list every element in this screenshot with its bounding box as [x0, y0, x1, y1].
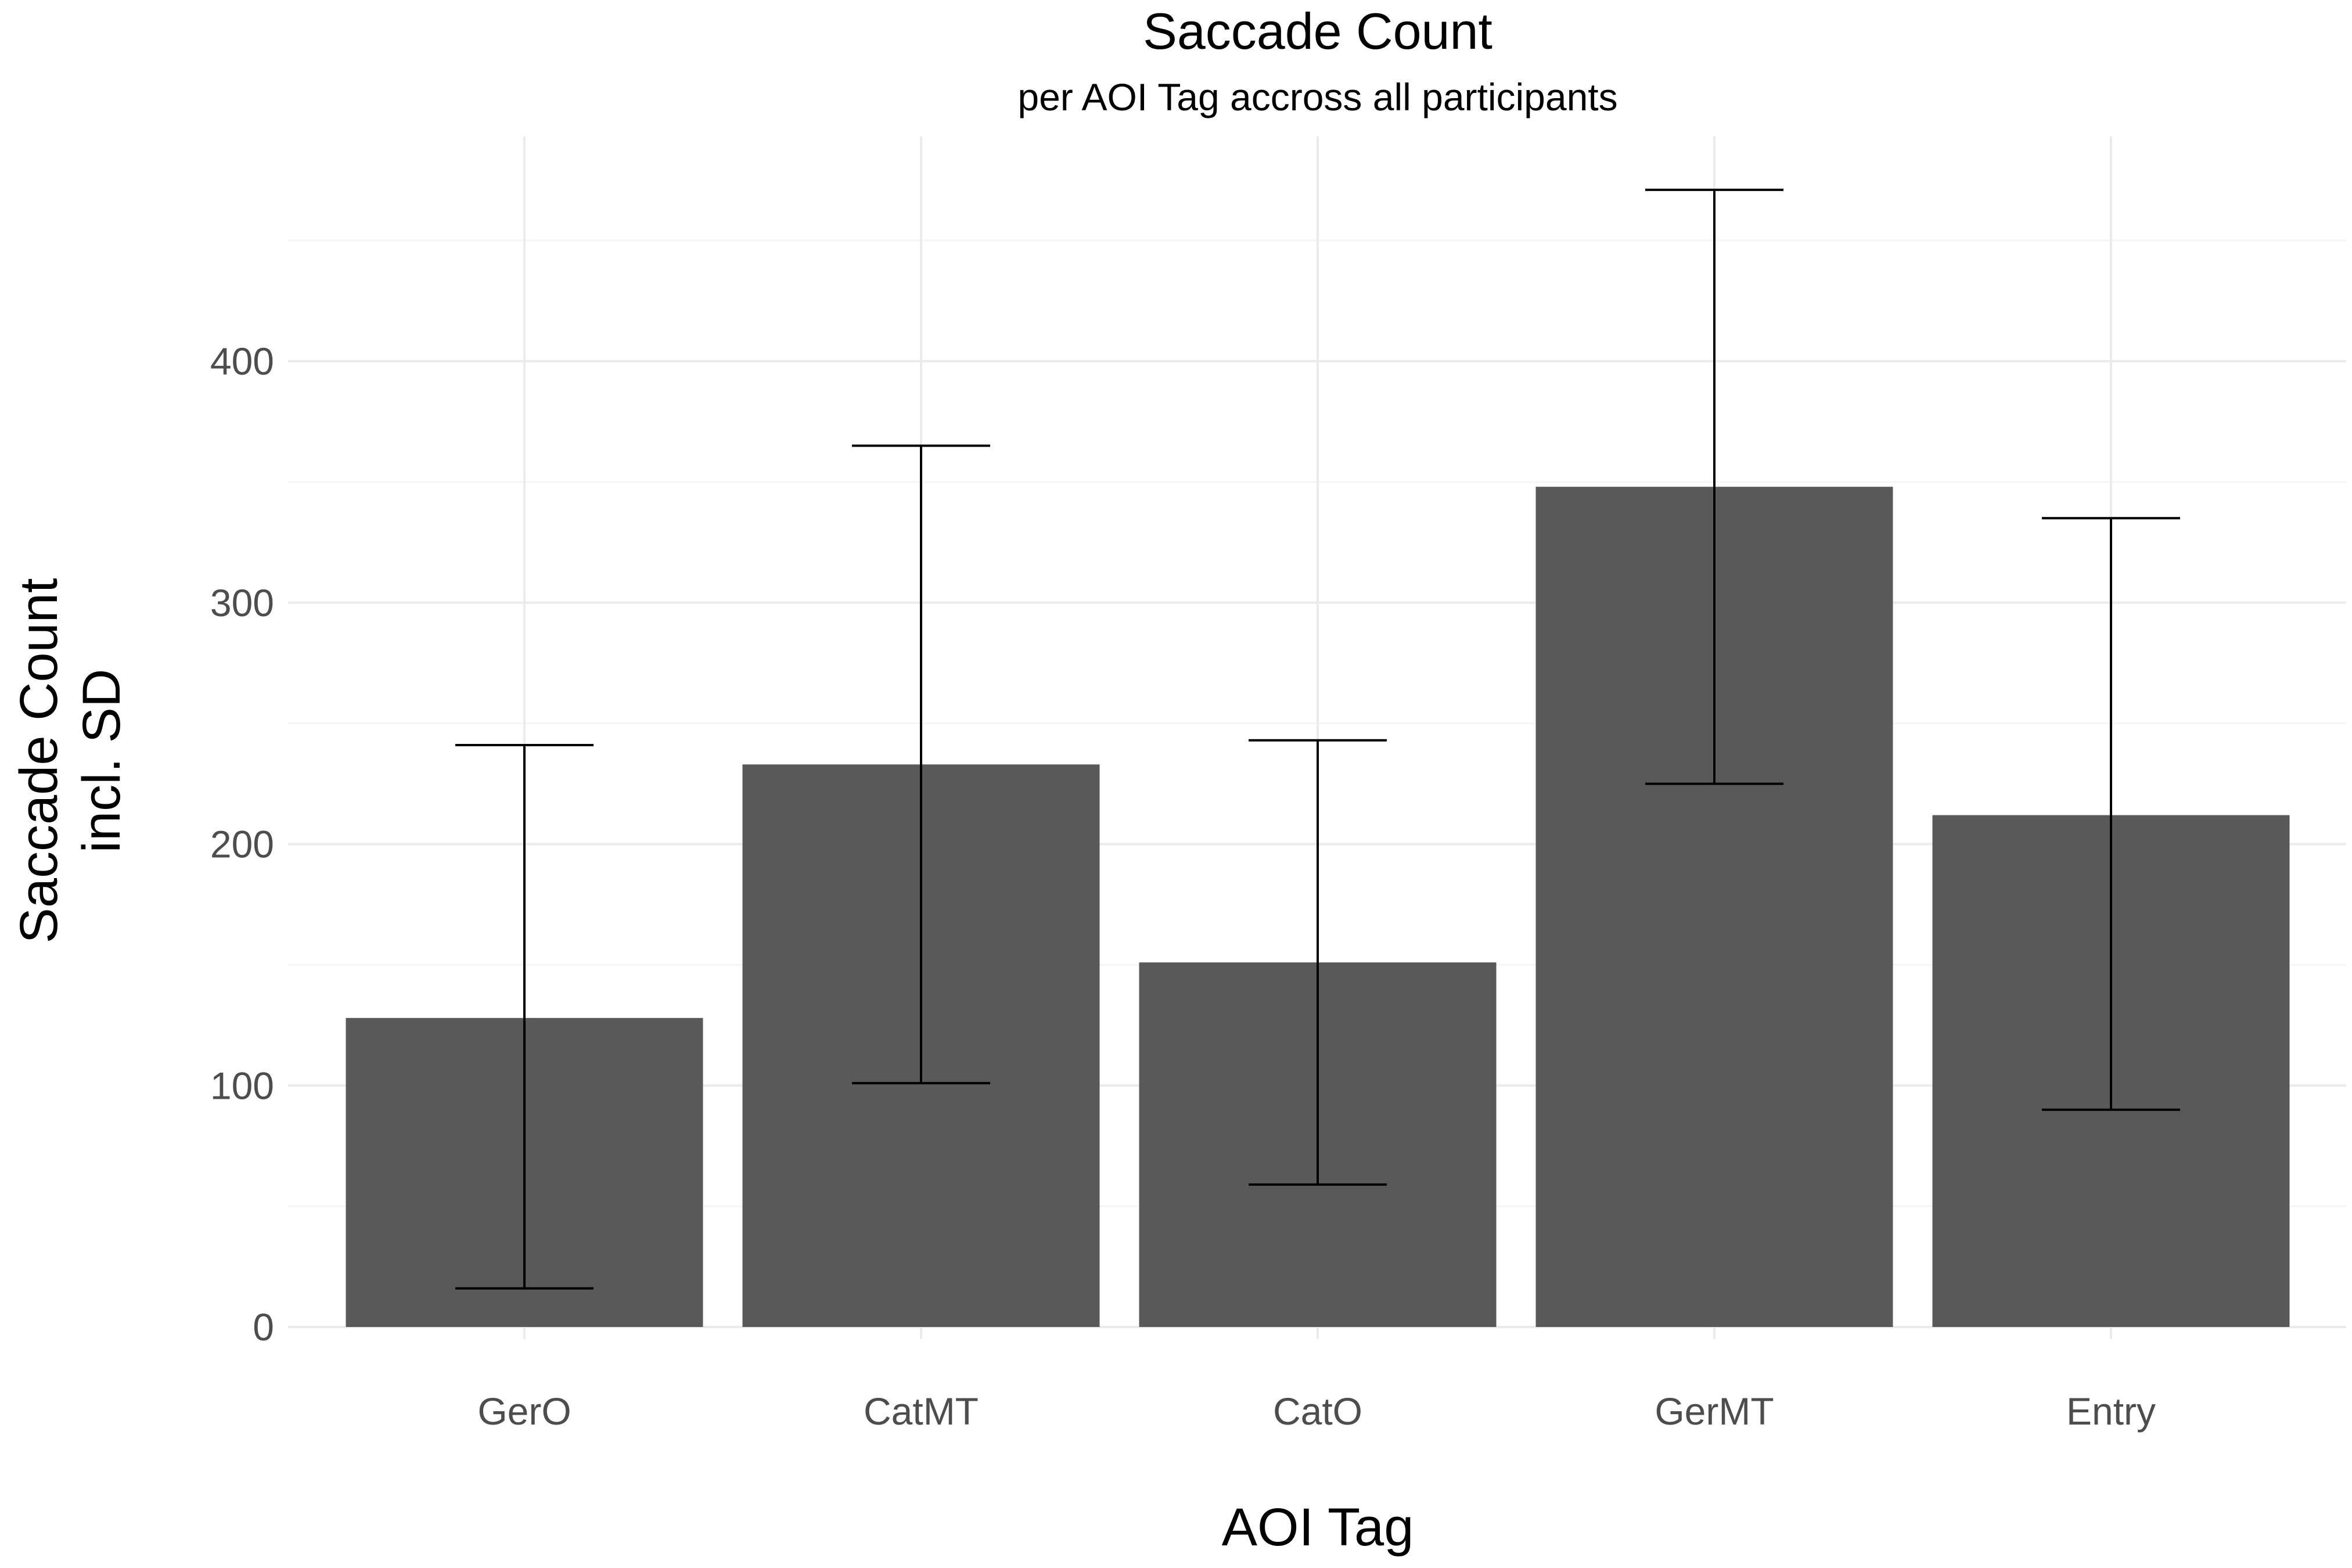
- y-tick-label: 200: [210, 823, 274, 866]
- bars: [346, 487, 2290, 1328]
- error-bar-catmt: [852, 444, 990, 1085]
- x-tick-label: GerO: [477, 1390, 571, 1433]
- y-axis-title-line-1: Saccade Count: [9, 578, 69, 943]
- error-bar-germt: [1645, 188, 1783, 785]
- x-axis-ticks: GerO CatMT CatO GerMT Entry: [477, 1390, 2156, 1433]
- y-axis-title: Saccade Count incl. SD: [9, 578, 131, 943]
- y-axis-ticks: 0 100 200 300 400: [210, 340, 274, 1348]
- x-tick-label: GerMT: [1655, 1390, 1774, 1433]
- y-tick-label: 400: [210, 340, 274, 383]
- x-tick-label: CatO: [1273, 1390, 1362, 1433]
- x-tick-label: Entry: [2066, 1390, 2156, 1433]
- chart-title: Saccade Count: [1143, 2, 1493, 60]
- chart-subtitle: per AOI Tag accross all participants: [1017, 75, 1617, 118]
- error-bar-cato: [1249, 739, 1387, 1186]
- error-bars: [455, 188, 2180, 1290]
- y-tick-label: 0: [253, 1306, 274, 1348]
- x-axis-title: AOI Tag: [1222, 1498, 1414, 1557]
- y-tick-label: 100: [210, 1064, 274, 1107]
- y-tick-label: 300: [210, 581, 274, 624]
- error-bar-gero: [455, 744, 594, 1290]
- x-tick-label: CatMT: [864, 1390, 979, 1433]
- y-axis-title-line-2: incl. SD: [72, 669, 131, 853]
- error-bar-entry: [2042, 517, 2180, 1111]
